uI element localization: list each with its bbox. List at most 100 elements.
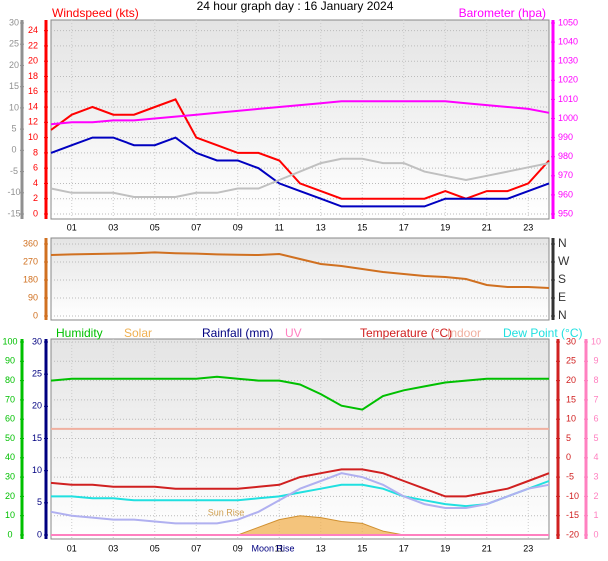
y-tick-label: 2 [33,193,38,203]
y-tick-label: 10 [28,132,38,142]
y-tick-label: 15 [32,433,42,443]
y-tick-label: 70 [5,394,15,404]
y-tick-label: 1030 [558,56,578,66]
y-tick-label: 90 [5,356,15,366]
y-tick-label: 10 [5,510,15,520]
y-tick-label: N [558,308,567,322]
legend-label: Rainfall (mm) [202,326,273,340]
y-tick-label: 5 [593,433,598,443]
series-line [50,100,550,126]
y-tick-label: 16 [28,86,38,96]
y-tick-label: 0 [11,145,16,155]
y-tick-label: 14 [28,101,38,111]
x-tick-label: 15 [357,222,367,232]
y-tick-label: 4 [33,178,38,188]
y-tick-label: -10 [7,187,20,197]
y-tick-label: 9 [593,356,598,366]
y-tick-label: 8 [593,375,598,385]
x-tick-label: 13 [316,543,326,553]
y-tick-label: 90 [28,292,38,302]
y-tick-label: 1010 [558,94,578,104]
series-line [50,157,550,198]
y-tick-label: 25 [32,369,42,379]
y-tick-label: 7 [593,394,598,404]
y-tick-label: 1040 [558,36,578,46]
x-tick-label: 03 [108,222,118,232]
y-tick-label: 8 [33,147,38,157]
y-tick-label: W [558,254,570,268]
x-tick-label: 19 [440,222,450,232]
x-tick-label: 21 [482,222,492,232]
y-tick-label: 2 [593,491,598,501]
y-tick-label: 0 [37,529,42,539]
x-tick-label: 01 [67,222,77,232]
y-tick-label: 4 [593,452,598,462]
series-line [50,468,550,498]
y-tick-label: -15 [7,208,20,218]
y-tick-label: 980 [558,151,573,161]
y-tick-label: 10 [591,336,601,346]
y-tick-label: 0 [33,208,38,218]
y-tick-label: 5 [566,433,571,443]
y-tick-label: 80 [5,375,15,385]
y-tick-label: 0 [566,452,571,462]
x-tick-label: 17 [399,543,409,553]
x-tick-label: 17 [399,222,409,232]
x-tick-label: 21 [482,543,492,553]
legend-label: Indoor [447,326,481,340]
x-tick-label: 09 [233,222,243,232]
y-tick-label: 0 [593,529,598,539]
y-tick-label: 25 [9,39,19,49]
y-tick-label: 20 [28,56,38,66]
y-tick-label: 1050 [558,17,578,27]
x-tick-label: 07 [191,222,201,232]
x-tick-label: 23 [523,543,533,553]
y-tick-label: 15 [566,394,576,404]
y-tick-label: 270 [23,256,38,266]
series-line [50,472,550,525]
y-tick-label: 960 [558,189,573,199]
y-tick-label: 180 [23,274,38,284]
legend-label: UV [285,326,302,340]
x-tick-label: 05 [150,543,160,553]
annotation: Moon Rise [251,543,294,553]
y-tick-label: 30 [9,17,19,27]
x-tick-label: 23 [523,222,533,232]
y-tick-label: 10 [9,102,19,112]
y-tick-label: 10 [32,465,42,475]
y-tick-label: S [558,272,566,286]
annotation: Sun Rise [208,507,245,517]
y-tick-label: 10 [566,414,576,424]
series-line [50,375,549,411]
series-line [51,480,550,508]
y-tick-label: 5 [11,123,16,133]
y-tick-label: 20 [32,401,42,411]
legend-label: Dew Point (°C) [503,326,582,340]
y-tick-label: 1020 [558,75,578,85]
y-tick-label: 60 [5,414,15,424]
y-tick-label: 6 [593,414,598,424]
y-tick-label: 20 [9,60,19,70]
x-tick-label: 11 [275,543,284,553]
y-tick-label: 0 [33,310,38,320]
y-tick-label: E [558,290,566,304]
x-tick-label: 01 [67,543,77,553]
y-tick-label: 12 [28,117,38,127]
y-tick-label: 20 [566,375,576,385]
y-tick-label: 0 [7,529,12,539]
y-tick-label: 970 [558,170,573,180]
y-tick-label: 3 [593,471,598,481]
plot-area [50,237,550,321]
y-tick-label: 100 [2,336,17,346]
legend-label: Temperature (°C) [360,326,452,340]
y-tick-label: 15 [9,81,19,91]
y-tick-label: 22 [28,40,38,50]
legend-label: Solar [124,326,152,340]
y-tick-label: 20 [5,491,15,501]
y-tick-label: 1 [593,510,598,520]
series-line [50,251,550,289]
y-tick-label: 1000 [558,113,578,123]
y-tick-label: 360 [23,238,38,248]
y-tick-label: 25 [566,356,576,366]
